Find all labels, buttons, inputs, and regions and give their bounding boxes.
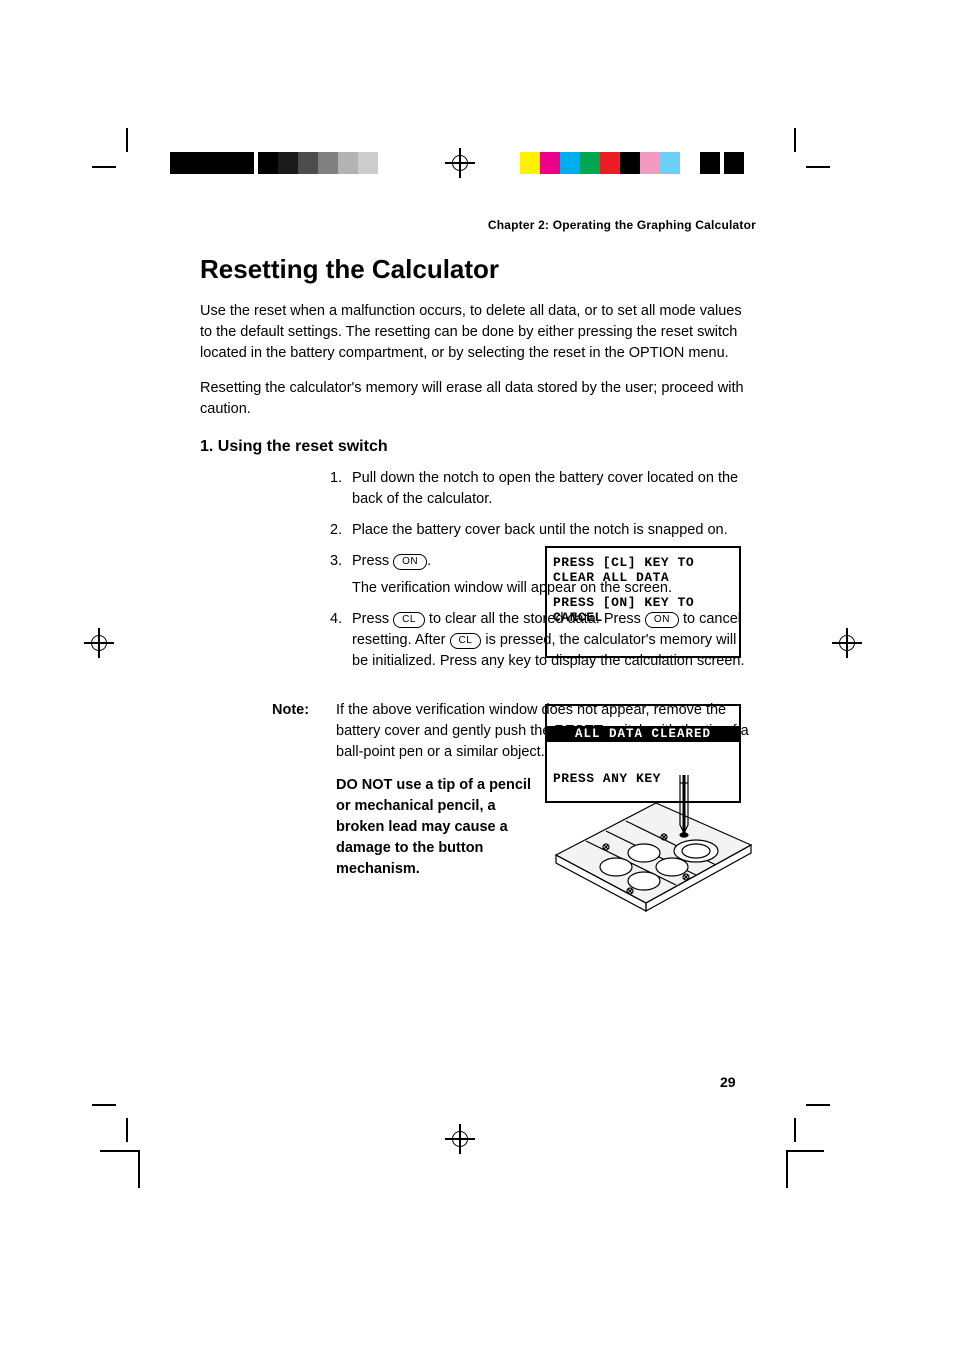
intro-paragraph-1: Use the reset when a malfunction occurs,…: [200, 301, 756, 364]
lcd-line: PRESS [CL] KEY TO: [553, 556, 733, 571]
lcd-bar: ALL DATA CLEARED: [547, 726, 739, 742]
text: .: [427, 553, 431, 569]
crop-mark: [794, 128, 796, 152]
lcd-line: PRESS ANY KEY: [547, 742, 739, 793]
registration-cross-left: [88, 632, 110, 654]
step-number: 3.: [330, 551, 352, 572]
crop-mark: [92, 1104, 116, 1106]
keycap-cl: CL: [450, 633, 482, 649]
registration-bw-strip: [170, 152, 378, 174]
crop-mark: [786, 1150, 788, 1188]
lcd-cleared-screen: ALL DATA CLEARED PRESS ANY KEY: [545, 704, 741, 803]
step-2: 2. Place the battery cover back until th…: [330, 520, 750, 541]
registration-cross-top: [449, 152, 471, 174]
page-number: 29: [720, 1074, 736, 1090]
chapter-header: Chapter 2: Operating the Graphing Calcul…: [200, 218, 756, 232]
crop-mark: [92, 166, 116, 168]
step-text: Pull down the notch to open the battery …: [352, 468, 750, 510]
section-heading: 1. Using the reset switch: [200, 438, 756, 456]
crop-mark: [126, 1118, 128, 1142]
page-title: Resetting the Calculator: [200, 254, 756, 285]
intro-paragraph-2: Resetting the calculator's memory will e…: [200, 378, 756, 420]
crop-mark: [806, 166, 830, 168]
step-number: 1.: [330, 468, 352, 489]
registration-cmyk-strip: [520, 152, 744, 174]
registration-cross-right: [836, 632, 858, 654]
lcd-verification-screen: PRESS [CL] KEY TO CLEAR ALL DATA PRESS […: [545, 546, 741, 658]
registration-cross-bottom: [449, 1128, 471, 1150]
text: Press: [352, 553, 393, 569]
step-number: 2.: [330, 520, 352, 541]
crop-mark: [100, 1150, 138, 1152]
lcd-line: CANCEL: [553, 611, 733, 626]
step-text: Place the battery cover back until the n…: [352, 520, 750, 541]
lcd-line: PRESS [ON] KEY TO: [553, 596, 733, 611]
lcd-screens: PRESS [CL] KEY TO CLEAR ALL DATA PRESS […: [545, 546, 755, 803]
crop-mark: [126, 128, 128, 152]
keycap-on: ON: [393, 554, 427, 570]
step-1: 1. Pull down the notch to open the batte…: [330, 468, 750, 510]
crop-mark: [138, 1150, 140, 1188]
crop-mark: [786, 1150, 824, 1152]
keycap-cl: CL: [393, 612, 425, 628]
note-label: Note:: [272, 700, 336, 763]
warning-text: DO NOT use a tip of a pencil or mechanic…: [336, 775, 536, 915]
lcd-line: CLEAR ALL DATA: [553, 571, 733, 586]
step-number: 4.: [330, 609, 352, 630]
crop-mark: [806, 1104, 830, 1106]
text: Press: [352, 611, 393, 627]
crop-mark: [794, 1118, 796, 1142]
